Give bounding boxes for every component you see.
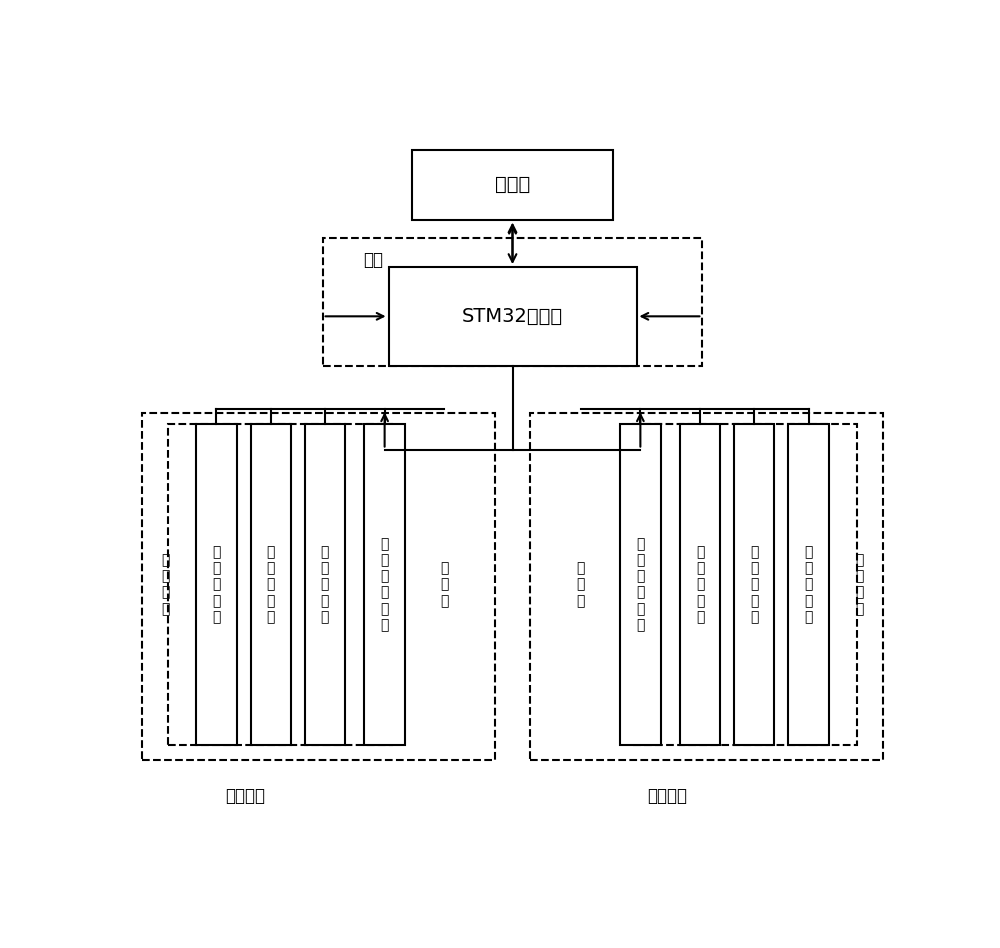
- Text: 测试站点: 测试站点: [648, 787, 688, 805]
- Bar: [734, 424, 774, 745]
- Text: 供
电
变
频
器: 供 电 变 频 器: [696, 545, 704, 624]
- Bar: [305, 424, 345, 745]
- Text: 供
电
柜: 供 电 柜: [440, 561, 448, 608]
- Text: 停
机
保
护
单
元: 停 机 保 护 单 元: [636, 538, 645, 632]
- Text: 停
机
保
护
单
元: 停 机 保 护 单 元: [380, 538, 389, 632]
- Bar: [168, 424, 392, 745]
- Bar: [412, 151, 613, 220]
- Bar: [323, 238, 702, 366]
- Bar: [788, 424, 829, 745]
- Bar: [530, 413, 883, 759]
- Text: 压
力
变
送
器: 压 力 变 送 器: [804, 545, 813, 624]
- Text: 测试站点: 测试站点: [225, 787, 265, 805]
- Bar: [633, 424, 857, 745]
- Text: 电
流
互
感
器: 电 流 互 感 器: [267, 545, 275, 624]
- Bar: [251, 424, 291, 745]
- Text: 计算机: 计算机: [495, 175, 530, 194]
- Text: STM32单片机: STM32单片机: [462, 307, 563, 326]
- Text: 供
电
柜: 供 电 柜: [577, 561, 585, 608]
- Bar: [388, 267, 637, 366]
- Bar: [196, 424, 237, 745]
- Text: 压
力
变
送
器: 压 力 变 送 器: [212, 545, 221, 624]
- Text: 供
电
变
频
器: 供 电 变 频 器: [321, 545, 329, 624]
- Bar: [620, 424, 661, 745]
- Text: 测
试
工
位: 测 试 工 位: [856, 554, 864, 616]
- Bar: [364, 424, 405, 745]
- Text: 电
流
互
感
器: 电 流 互 感 器: [750, 545, 758, 624]
- Text: 主机: 主机: [363, 251, 383, 269]
- Bar: [680, 424, 720, 745]
- Bar: [142, 413, 495, 759]
- Text: 测
试
工
位: 测 试 工 位: [161, 554, 169, 616]
